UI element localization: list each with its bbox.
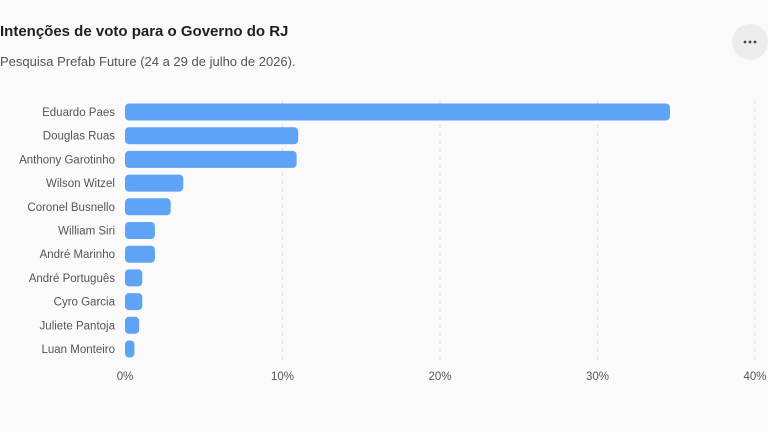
bar (125, 340, 135, 358)
x-tick-label: 20% (428, 371, 451, 383)
bar (125, 103, 670, 121)
bar (125, 269, 143, 287)
more-horizontal-icon (743, 40, 757, 44)
x-tick-label: 0% (117, 371, 134, 383)
bar (125, 245, 155, 263)
bar (125, 198, 171, 216)
category-label: André Marinho (40, 249, 115, 261)
page-subtitle: Pesquisa Prefab Future (24 a 29 de julho… (0, 54, 296, 69)
bar (125, 222, 155, 239)
category-label: André Português (29, 273, 116, 285)
category-label: William Siri (58, 226, 115, 238)
x-tick-label: 30% (586, 371, 609, 383)
x-tick-label: 40% (743, 371, 766, 383)
bar (125, 174, 184, 192)
bar (125, 127, 299, 145)
bar (125, 316, 140, 334)
bar (125, 150, 297, 168)
x-tick-label: 10% (271, 371, 294, 383)
category-label: Anthony Garotinho (19, 154, 115, 166)
more-options-button[interactable] (732, 24, 768, 60)
category-label: Coronel Busnello (27, 202, 115, 214)
category-label: Eduardo Paes (42, 107, 115, 119)
category-label: Douglas Ruas (43, 131, 115, 143)
page-title: Intenções de voto para o Governo do RJ (0, 23, 289, 40)
category-label: Wilson Witzel (46, 178, 115, 190)
category-label: Juliete Pantoja (40, 320, 116, 332)
category-label: Cyro Garcia (54, 297, 116, 309)
bar (125, 293, 143, 311)
category-label: Luan Monteiro (41, 344, 115, 356)
